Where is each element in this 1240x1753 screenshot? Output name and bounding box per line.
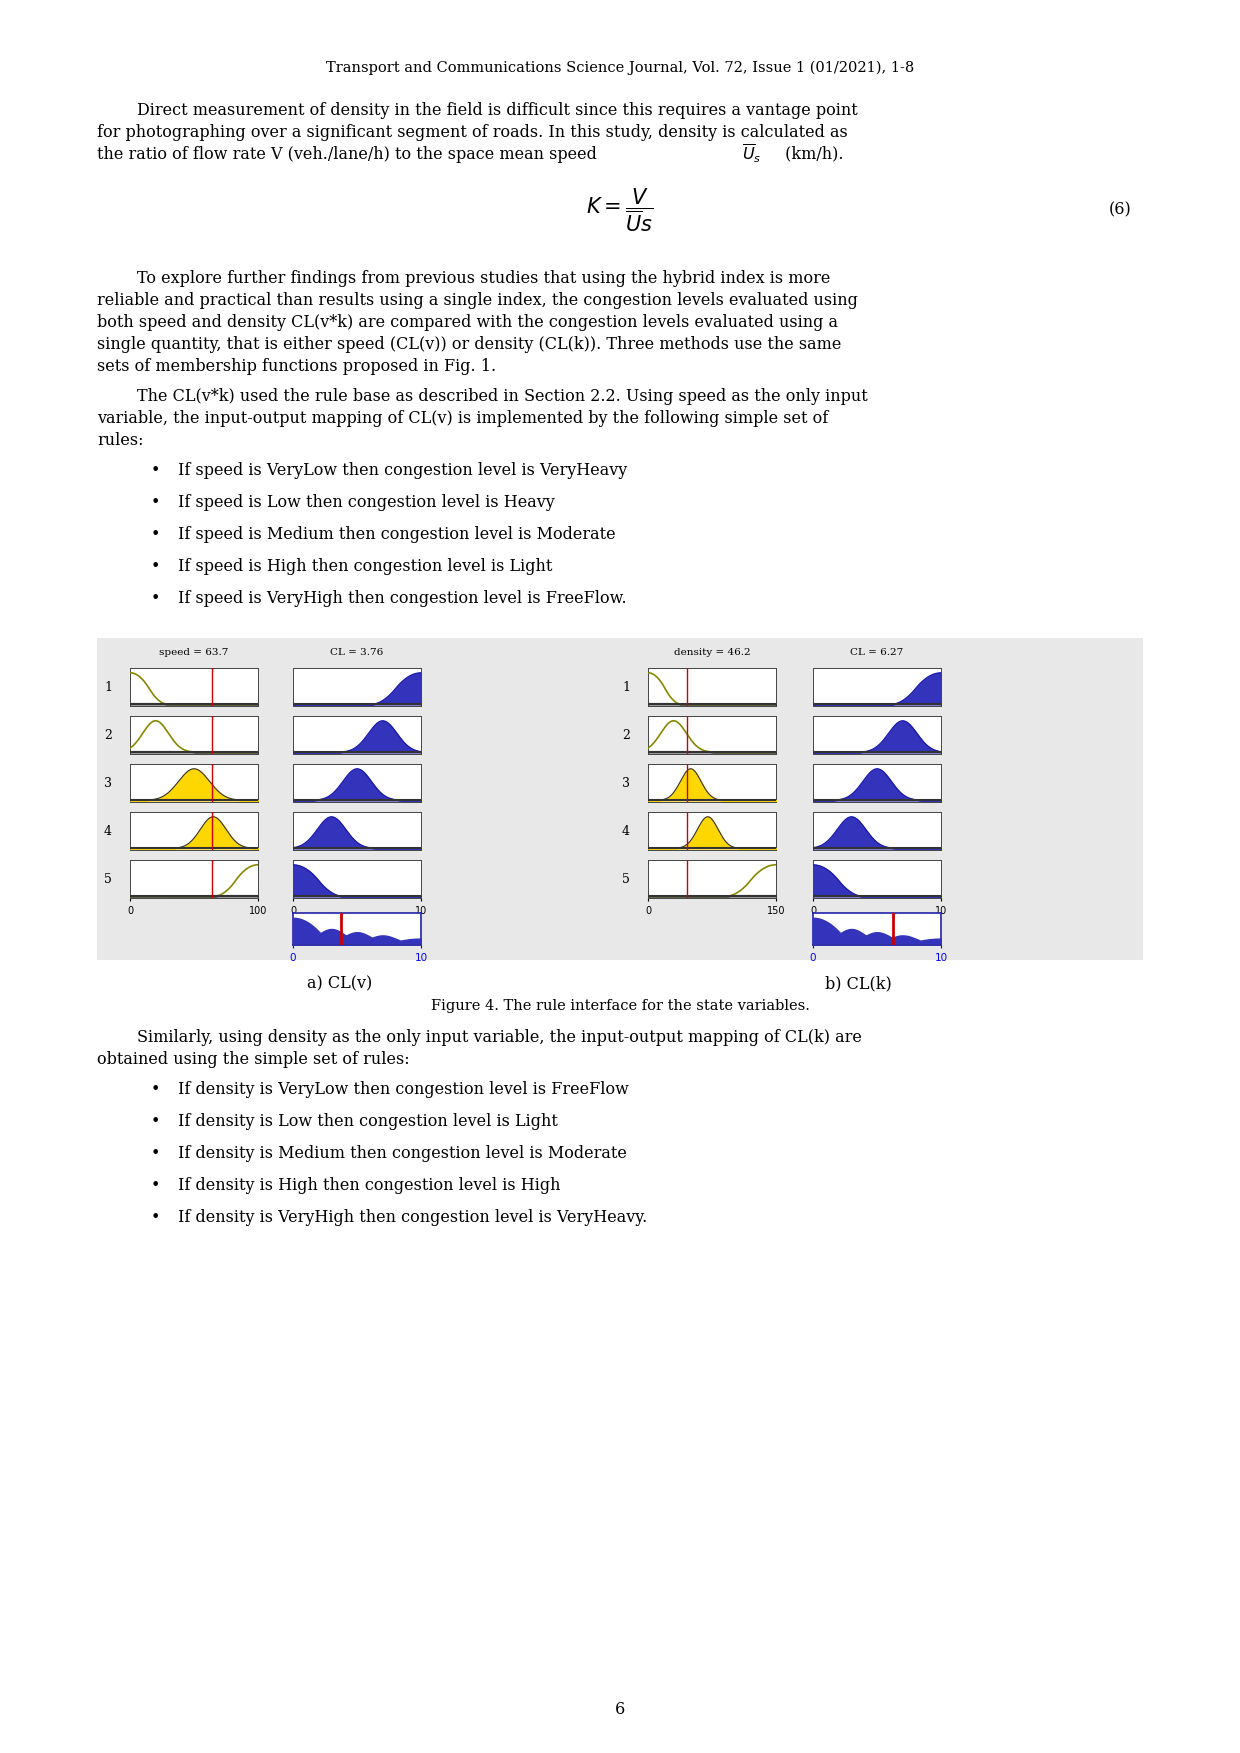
Text: CL = 6.27: CL = 6.27 bbox=[851, 647, 904, 657]
Text: 6: 6 bbox=[615, 1702, 625, 1718]
Text: To explore further findings from previous studies that using the hybrid index is: To explore further findings from previou… bbox=[136, 270, 831, 286]
Text: $K = \dfrac{V}{\overline{U}s}$: $K = \dfrac{V}{\overline{U}s}$ bbox=[587, 186, 653, 233]
Text: 5: 5 bbox=[104, 873, 112, 885]
Text: If density is VeryLow then congestion level is FreeFlow: If density is VeryLow then congestion le… bbox=[179, 1082, 629, 1099]
Text: Transport and Communications Science Journal, Vol. 72, Issue 1 (01/2021), 1-8: Transport and Communications Science Jou… bbox=[326, 61, 914, 75]
Text: 4: 4 bbox=[104, 824, 112, 838]
Text: If density is Medium then congestion level is Moderate: If density is Medium then congestion lev… bbox=[179, 1145, 627, 1162]
Text: $\overline{U}_s$: $\overline{U}_s$ bbox=[742, 142, 761, 165]
Text: •: • bbox=[150, 1113, 160, 1131]
Text: •: • bbox=[150, 1145, 160, 1162]
Text: sets of membership functions proposed in Fig. 1.: sets of membership functions proposed in… bbox=[97, 358, 496, 375]
Text: b) CL(k): b) CL(k) bbox=[825, 975, 892, 992]
Text: 1: 1 bbox=[104, 680, 112, 694]
Text: 2: 2 bbox=[622, 729, 630, 742]
Text: single quantity, that is either speed (CL(v)) or density (CL(k)). Three methods : single quantity, that is either speed (C… bbox=[97, 335, 842, 352]
Text: Similarly, using density as the only input variable, the input-output mapping of: Similarly, using density as the only inp… bbox=[136, 1029, 862, 1047]
Text: rules:: rules: bbox=[97, 431, 144, 449]
Text: Direct measurement of density in the field is difficult since this requires a va: Direct measurement of density in the fie… bbox=[136, 102, 858, 119]
Text: If density is High then congestion level is High: If density is High then congestion level… bbox=[179, 1178, 560, 1194]
Text: If density is Low then congestion level is Light: If density is Low then congestion level … bbox=[179, 1113, 558, 1131]
Text: 4: 4 bbox=[622, 824, 630, 838]
Text: variable, the input-output mapping of CL(v) is implemented by the following simp: variable, the input-output mapping of CL… bbox=[97, 410, 828, 426]
Text: •: • bbox=[150, 461, 160, 479]
Text: •: • bbox=[150, 1082, 160, 1099]
Text: (6): (6) bbox=[1109, 202, 1131, 219]
Text: 1: 1 bbox=[622, 680, 630, 694]
Text: If speed is VeryHigh then congestion level is FreeFlow.: If speed is VeryHigh then congestion lev… bbox=[179, 589, 626, 607]
Text: •: • bbox=[150, 526, 160, 542]
Text: If density is VeryHigh then congestion level is VeryHeavy.: If density is VeryHigh then congestion l… bbox=[179, 1210, 647, 1227]
Text: If speed is VeryLow then congestion level is VeryHeavy: If speed is VeryLow then congestion leve… bbox=[179, 461, 627, 479]
Text: obtained using the simple set of rules:: obtained using the simple set of rules: bbox=[97, 1052, 409, 1069]
Text: •: • bbox=[150, 1210, 160, 1227]
Text: Figure 4. The rule interface for the state variables.: Figure 4. The rule interface for the sta… bbox=[430, 999, 810, 1013]
Text: 5: 5 bbox=[622, 873, 630, 885]
Text: for photographing over a significant segment of roads. In this study, density is: for photographing over a significant seg… bbox=[97, 123, 848, 140]
Text: The CL(v*k) used the rule base as described in Section 2.2. Using speed as the o: The CL(v*k) used the rule base as descri… bbox=[136, 387, 868, 405]
Text: density = 46.2: density = 46.2 bbox=[673, 647, 750, 657]
Text: •: • bbox=[150, 557, 160, 575]
Text: •: • bbox=[150, 494, 160, 510]
Text: (km/h).: (km/h). bbox=[780, 145, 843, 163]
Text: 3: 3 bbox=[104, 777, 112, 789]
Text: both speed and density CL(v*k) are compared with the congestion levels evaluated: both speed and density CL(v*k) are compa… bbox=[97, 314, 838, 331]
Text: CL = 3.76: CL = 3.76 bbox=[330, 647, 383, 657]
Text: a) CL(v): a) CL(v) bbox=[306, 975, 372, 992]
Text: •: • bbox=[150, 589, 160, 607]
Text: •: • bbox=[150, 1178, 160, 1194]
Text: 2: 2 bbox=[104, 729, 112, 742]
Text: If speed is High then congestion level is Light: If speed is High then congestion level i… bbox=[179, 557, 552, 575]
Text: reliable and practical than results using a single index, the congestion levels : reliable and practical than results usin… bbox=[97, 291, 858, 309]
Bar bbox=[97, 638, 1143, 961]
Text: 3: 3 bbox=[622, 777, 630, 789]
Text: the ratio of flow rate V (veh./lane/h) to the space mean speed: the ratio of flow rate V (veh./lane/h) t… bbox=[97, 145, 596, 163]
Text: If speed is Medium then congestion level is Moderate: If speed is Medium then congestion level… bbox=[179, 526, 615, 542]
Text: speed = 63.7: speed = 63.7 bbox=[159, 647, 228, 657]
Text: If speed is Low then congestion level is Heavy: If speed is Low then congestion level is… bbox=[179, 494, 554, 510]
